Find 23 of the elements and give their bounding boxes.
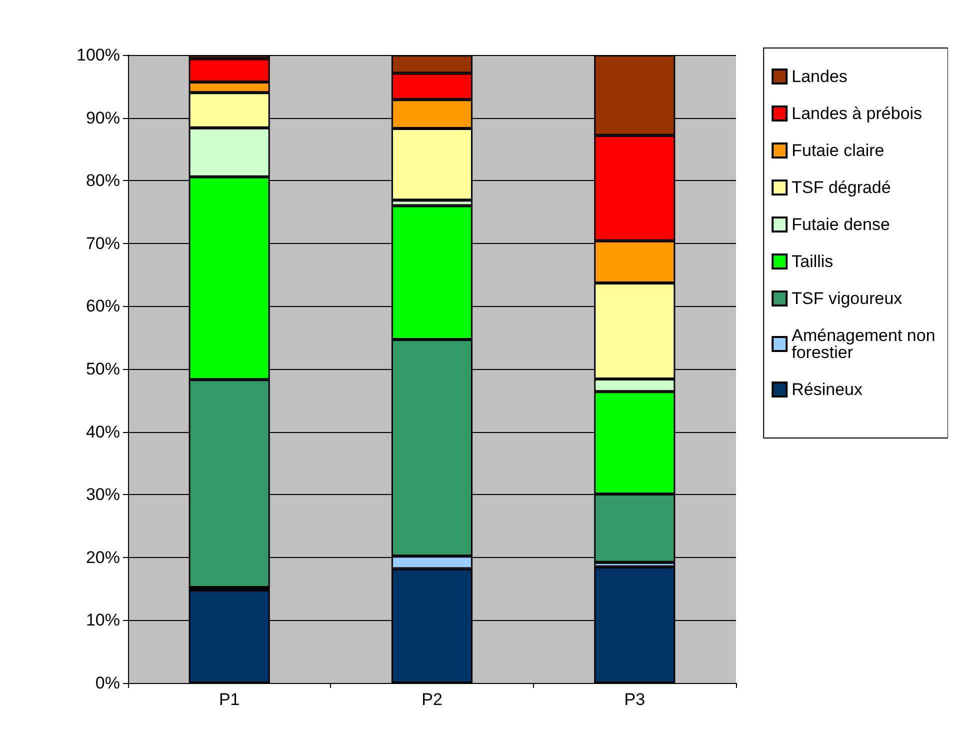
- legend-label: Taillis: [792, 252, 834, 271]
- y-tick-label: 70%: [86, 234, 120, 253]
- legend-label: Aménagement non forestier: [792, 326, 940, 362]
- y-tick-label: 60%: [86, 296, 120, 316]
- y-tick-label: 100%: [76, 46, 120, 64]
- legend-label: Landes à prébois: [792, 104, 922, 123]
- y-tick-label: 10%: [86, 610, 120, 630]
- y-tick-label: 0%: [95, 674, 120, 692]
- y-tick-label: 90%: [86, 108, 120, 128]
- x-tick-label: P2: [422, 690, 442, 709]
- y-tick-label: 40%: [86, 422, 120, 442]
- legend-label: Futaie claire: [792, 141, 884, 160]
- legend-label: TSF vigoureux: [792, 289, 903, 308]
- x-tick-label: P1: [218, 690, 240, 709]
- x-tick-label: P3: [624, 690, 646, 709]
- legend-label: Landes: [792, 67, 848, 86]
- legend-label: TSF dégradé: [792, 178, 891, 197]
- y-tick-label: 50%: [86, 360, 120, 378]
- legend-label: Futaie dense: [792, 215, 890, 234]
- y-tick-label: 80%: [86, 171, 120, 190]
- y-tick-label: 20%: [86, 548, 120, 567]
- legend-label: Résineux: [792, 380, 863, 399]
- y-tick-label: 30%: [86, 485, 120, 504]
